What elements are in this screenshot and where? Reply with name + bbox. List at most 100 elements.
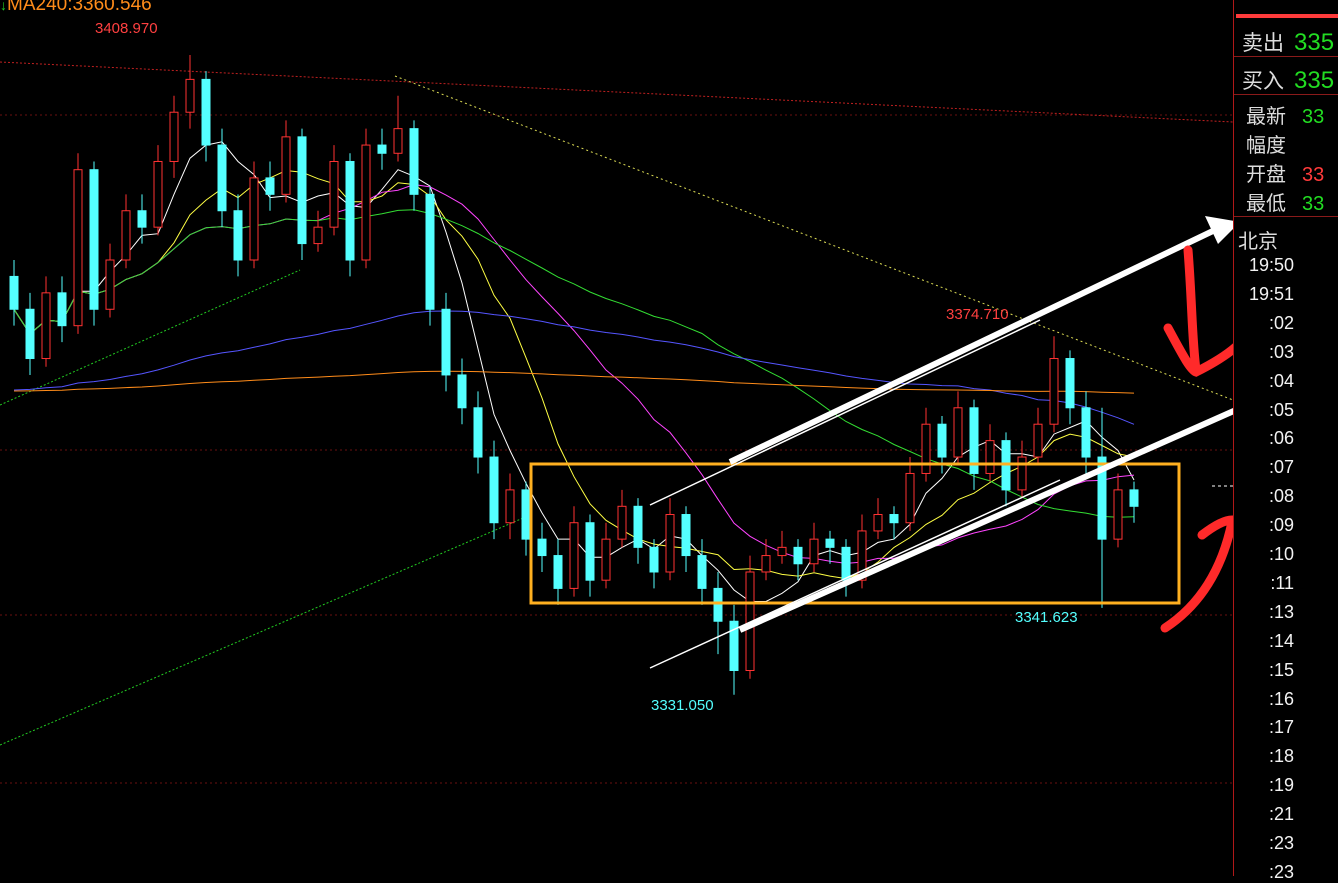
red-arrow-up bbox=[1160, 515, 1233, 633]
high-label-1: 3408.970 bbox=[95, 20, 158, 37]
candle-up bbox=[121, 210, 131, 261]
quote-row: 开盘 33 bbox=[1246, 158, 1324, 187]
candle-down bbox=[729, 620, 739, 672]
down-arrow-icon: ↓ bbox=[0, 0, 7, 13]
candle-down bbox=[425, 193, 435, 310]
low-label-1: 3331.050 bbox=[651, 697, 714, 714]
time-label: :03 bbox=[1268, 341, 1294, 362]
candle-down bbox=[937, 423, 947, 458]
quote-value: 33 bbox=[1302, 106, 1325, 128]
buy-label: 买入 bbox=[1242, 70, 1284, 93]
candle-down bbox=[793, 546, 803, 565]
white-arrow-upper-shaft bbox=[728, 227, 1217, 465]
time-label: :10 bbox=[1268, 544, 1294, 564]
candle-up bbox=[169, 111, 179, 162]
divider bbox=[1234, 94, 1338, 95]
buy-row: 买入 335 bbox=[1242, 65, 1334, 95]
time-label: :15 bbox=[1268, 659, 1294, 680]
candle-down bbox=[297, 136, 307, 245]
candle-down bbox=[553, 555, 563, 589]
candle-up bbox=[361, 144, 371, 261]
ma60-line bbox=[13, 310, 1135, 425]
candle-down bbox=[345, 160, 355, 261]
panel-top-bar bbox=[1236, 14, 1338, 18]
quote-label: 开盘 bbox=[1246, 164, 1286, 186]
candle-up bbox=[601, 538, 611, 581]
quote-row: 幅度 bbox=[1246, 129, 1302, 158]
candle-up bbox=[329, 160, 339, 228]
ma240-value: MA240:3360.546 bbox=[7, 0, 152, 15]
quote-panel: 卖出 335 买入 335 最新 33 幅度 开盘 33 最低 33 北京 19:50 19:51… bbox=[1233, 0, 1338, 882]
range-box bbox=[529, 462, 1181, 605]
candle-down bbox=[633, 505, 643, 548]
candle-up bbox=[281, 136, 291, 195]
time-label: :08 bbox=[1268, 486, 1294, 507]
candle-up bbox=[1033, 423, 1043, 458]
sell-value: 335 bbox=[1294, 29, 1335, 56]
candle-down bbox=[1065, 358, 1075, 409]
time-label: :02 bbox=[1268, 312, 1294, 333]
candle-up bbox=[1049, 358, 1059, 425]
candle-down bbox=[521, 489, 531, 540]
candle-up bbox=[777, 546, 787, 557]
low-label-2: 3341.623 bbox=[1015, 609, 1078, 626]
candle-up bbox=[857, 530, 867, 581]
support-line-green-upper bbox=[0, 269, 301, 406]
candle-up bbox=[249, 177, 259, 261]
candle-down bbox=[1129, 489, 1139, 507]
quote-label: 最低 bbox=[1246, 193, 1286, 215]
trendlines bbox=[0, 61, 1233, 746]
candle-up bbox=[617, 505, 627, 540]
resistance-line-yellow bbox=[394, 75, 1233, 401]
time-label: :13 bbox=[1268, 601, 1294, 622]
sell-label: 卖出 bbox=[1242, 32, 1284, 55]
ma240-line bbox=[13, 370, 1135, 394]
candle-down bbox=[841, 546, 851, 581]
candle-up bbox=[153, 160, 163, 228]
candlestick-chart[interactable]: 3408.970 3374.710 3331.050 3341.623 bbox=[0, 0, 1233, 876]
candle-up bbox=[905, 472, 915, 524]
quote-value: 33 bbox=[1302, 193, 1325, 215]
candle-down bbox=[473, 407, 483, 458]
candle-down bbox=[537, 538, 547, 557]
time-label: :17 bbox=[1268, 717, 1294, 738]
candle-down bbox=[697, 555, 707, 589]
candle-down bbox=[441, 308, 451, 376]
candle-up bbox=[1113, 489, 1123, 540]
candle-up bbox=[41, 292, 51, 360]
red-arrow-down bbox=[1163, 245, 1233, 377]
candle-down bbox=[489, 456, 499, 524]
quote-row: 最低 33 bbox=[1246, 187, 1324, 216]
candle-down bbox=[377, 144, 387, 154]
time-label: :04 bbox=[1268, 370, 1294, 391]
time-label: :06 bbox=[1268, 428, 1294, 449]
quote-label: 幅度 bbox=[1246, 135, 1286, 157]
quote-label: 最新 bbox=[1246, 106, 1286, 128]
candle-up bbox=[921, 423, 931, 474]
time-label: :11 bbox=[1270, 572, 1294, 593]
candle-up bbox=[73, 169, 83, 327]
sell-row: 卖出 335 bbox=[1242, 27, 1334, 57]
candle-up bbox=[569, 522, 579, 589]
quote-row: 最新 33 bbox=[1246, 100, 1324, 129]
candle-up bbox=[393, 128, 403, 154]
time-label: :14 bbox=[1268, 630, 1294, 651]
candle-down bbox=[201, 78, 211, 146]
candle-down bbox=[969, 407, 979, 474]
time-label: :23 bbox=[1268, 833, 1294, 853]
candle-down bbox=[217, 144, 227, 212]
ma240-label: ↓MA240:3360.546 bbox=[0, 0, 152, 16]
gridlines bbox=[0, 114, 1233, 784]
candles bbox=[9, 55, 1139, 695]
support-line-green bbox=[0, 514, 531, 746]
time-label: :18 bbox=[1268, 746, 1294, 767]
candle-down bbox=[1097, 456, 1107, 540]
candle-up bbox=[1017, 456, 1027, 491]
candle-down bbox=[825, 538, 835, 548]
candle-up bbox=[761, 555, 771, 573]
extreme-labels: 3408.970 3374.710 3331.050 3341.623 bbox=[95, 20, 1078, 714]
candle-up bbox=[185, 78, 195, 113]
channel-upper-line bbox=[649, 319, 1041, 506]
candle-up bbox=[505, 489, 515, 524]
time-label: :09 bbox=[1268, 515, 1294, 536]
